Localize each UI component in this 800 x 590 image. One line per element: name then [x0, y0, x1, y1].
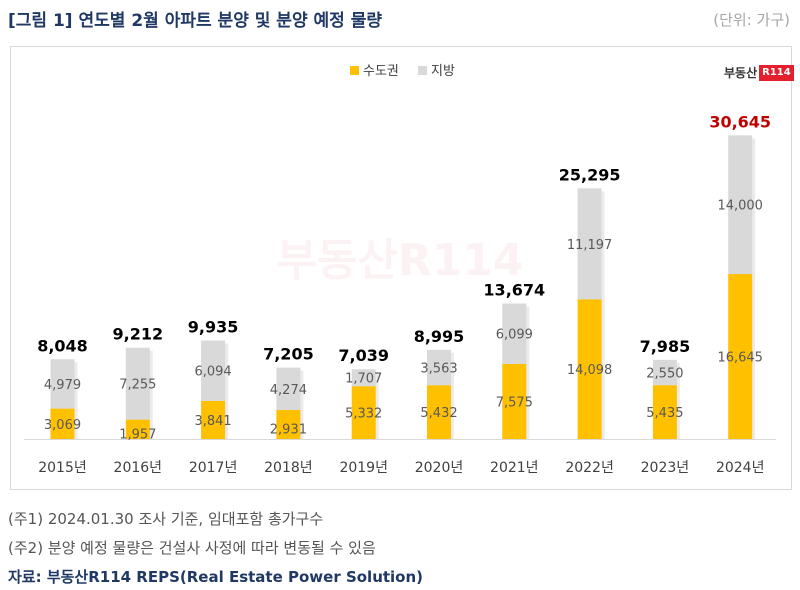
bar-capital: [652, 385, 677, 439]
bar-local: [50, 359, 75, 409]
data-label-local: 6,094: [194, 365, 231, 380]
legend-label-capital: 수도권: [363, 64, 399, 79]
legend-label-local: 지방: [431, 64, 455, 79]
data-label-capital: 2,931: [270, 422, 307, 437]
data-label-local: 1,707: [345, 372, 382, 387]
data-label-local: 6,099: [496, 328, 533, 343]
legend-swatch-capital: [350, 66, 359, 75]
data-label-local: 2,550: [646, 367, 683, 382]
bar-local: [577, 188, 602, 300]
data-label-total: 13,674: [483, 281, 545, 300]
bar-local: [427, 349, 451, 386]
data-label-local: 11,197: [567, 238, 613, 253]
bar-capital: [276, 409, 301, 439]
x-tick-label: 2024년: [716, 460, 765, 476]
data-label-capital: 3,069: [44, 418, 81, 433]
data-label-capital: 1,957: [119, 427, 156, 442]
chart-title: [그림 1] 연도별 2월 아파트 분양 및 분양 예정 물량: [8, 11, 382, 31]
footnote-1: (주1) 2024.01.30 조사 기준, 임대포함 총가구수: [8, 510, 324, 528]
data-label-total: 9,212: [112, 325, 163, 344]
unit-note: (단위: 가구): [713, 11, 790, 29]
bar-local: [125, 347, 150, 420]
data-label-capital: 3,841: [194, 414, 231, 429]
x-tick-label: 2023년: [641, 460, 690, 476]
data-label-local: 4,979: [44, 378, 81, 393]
data-label-capital: 5,435: [646, 406, 683, 421]
x-tick-label: 2022년: [565, 460, 614, 476]
data-label-total: 8,048: [37, 336, 88, 355]
x-tick-label: 2015년: [38, 460, 87, 476]
bar-capital: [577, 299, 602, 439]
data-label-capital: 14,098: [567, 363, 613, 378]
brand-logo: 부동산 R114: [724, 64, 794, 81]
bar-local: [201, 340, 226, 401]
x-tick-label: 2017년: [189, 460, 238, 476]
bar-local: [652, 359, 677, 386]
footnote-2: (주2) 분양 예정 물량은 건설사 사정에 따라 변동될 수 있음: [8, 539, 376, 557]
data-label-total: 8,995: [414, 327, 465, 346]
bar-capital: [351, 386, 376, 439]
x-tick-label: 2021년: [490, 460, 539, 476]
x-tick-label: 2016년: [114, 460, 163, 476]
x-tick-label: 2018년: [264, 460, 313, 476]
source-line: 자료: 부동산R114 REPS(Real Estate Power Solut…: [8, 568, 424, 586]
data-label-local: 4,274: [270, 383, 307, 398]
data-label-capital: 16,645: [717, 351, 763, 366]
legend-swatch-local: [418, 66, 427, 75]
bar-capital: [125, 419, 150, 439]
x-tick-label: 2020년: [415, 460, 464, 476]
watermark: 부동산R114: [276, 235, 523, 286]
data-label-local: 7,255: [119, 378, 156, 393]
logo-text: 부동산: [724, 66, 758, 80]
data-label-total: 7,039: [338, 346, 389, 365]
data-label-capital: 5,432: [420, 406, 457, 421]
bar-capital: [502, 363, 527, 439]
data-label-capital: 7,575: [496, 395, 533, 410]
bar-local: [502, 303, 527, 364]
data-label-total: 9,935: [188, 318, 239, 337]
data-label-total: 30,645: [709, 112, 771, 131]
bar-capital: [427, 385, 451, 439]
data-label-total: 7,985: [640, 337, 691, 356]
bar-capital: [201, 400, 226, 439]
data-label-total: 7,205: [263, 345, 314, 364]
bar-local: [351, 369, 376, 387]
data-label-total: 25,295: [559, 165, 621, 184]
data-label-capital: 5,332: [345, 407, 382, 422]
logo-badge: R114: [759, 64, 794, 81]
bar-local: [728, 135, 753, 275]
bar-local: [276, 367, 301, 410]
bar-capital: [50, 408, 75, 439]
x-tick-label: 2019년: [339, 460, 388, 476]
data-label-local: 3,563: [420, 362, 457, 377]
bar-capital: [728, 274, 753, 439]
data-label-local: 14,000: [717, 199, 763, 214]
